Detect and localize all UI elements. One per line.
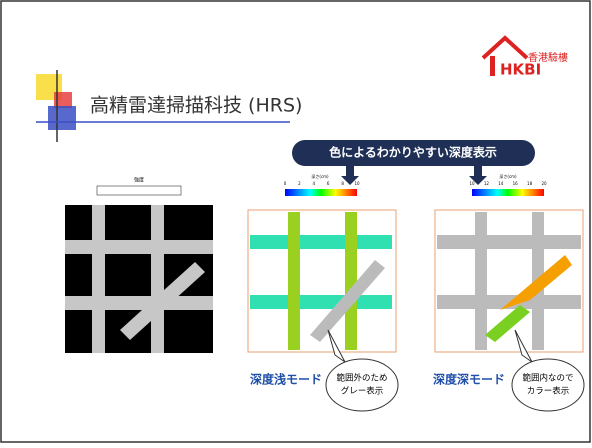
colorbar-tick: 14 <box>498 181 504 186</box>
colorbar-title: 深さ(cm) <box>311 173 329 179</box>
decoration <box>36 70 290 142</box>
colorbar-tick: 20 <box>541 181 547 186</box>
colorbar-tick: 16 <box>513 181 519 186</box>
colorbar-tick: 12 <box>484 181 490 186</box>
note-line: 範囲内なので <box>522 373 573 384</box>
mode-label: 深度浅モード <box>250 372 322 387</box>
arrow <box>469 166 487 185</box>
mode-label: 深度深モード <box>433 372 505 387</box>
logo: 香港驗樓 HKBI <box>481 35 568 79</box>
colorbar <box>285 189 357 196</box>
banner-text: 色によるわかりやすい深度表示 <box>329 145 497 160</box>
arrow <box>341 166 359 185</box>
scan-pattern <box>65 205 213 353</box>
colorbar-tick: 2 <box>298 181 301 186</box>
slide-title: 高精雷達掃描科技 (HRS) <box>90 95 302 117</box>
colorbar <box>472 189 544 196</box>
panel-3: 深さ(cm) <box>434 173 584 353</box>
panel-2: 深さ(cm) <box>247 173 397 353</box>
colorbar-tick: 4 <box>313 181 316 186</box>
note-line: 範囲外のため <box>336 373 387 384</box>
colorbar-tick: 0 <box>284 181 287 186</box>
callout <box>325 329 585 412</box>
colorbar-tick: 10 <box>354 181 360 186</box>
colorbar-title: 深さ(cm) <box>499 173 517 179</box>
legend-box <box>96 185 182 196</box>
note-line: グレー表示 <box>341 386 384 397</box>
depth-map <box>434 209 584 353</box>
banner-box <box>292 140 535 166</box>
logo-abbr: HKBI <box>500 61 541 79</box>
colorbar-tick: 18 <box>527 181 533 186</box>
logo-name: 香港驗樓 <box>528 51 568 64</box>
note-line: カラー表示 <box>527 386 570 397</box>
panel-caption: 強度 <box>134 177 144 184</box>
colorbar-tick: 6 <box>327 181 330 186</box>
colorbar-tick: 10 <box>469 181 475 186</box>
colorbar-tick: 8 <box>341 181 344 186</box>
